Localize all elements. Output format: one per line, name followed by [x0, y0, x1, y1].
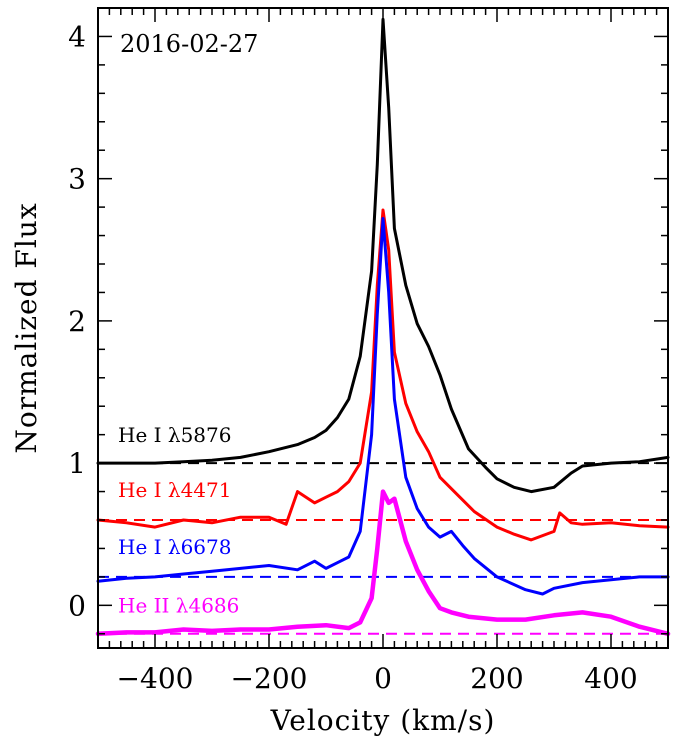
x-tick-label: −200: [231, 662, 308, 695]
y-axis-label: Normalized Flux: [10, 202, 43, 453]
x-tick-label: 400: [584, 662, 637, 695]
series-line-he-ii-4686: [95, 489, 671, 637]
x-tick-label: −400: [117, 662, 194, 695]
y-tick-label: 1: [68, 447, 86, 480]
series-labels: He I λ5876 He I λ4471 He I λ6678 He II λ468…: [118, 423, 239, 618]
x-tick-label: 0: [374, 662, 392, 695]
series-curves: [95, 17, 671, 637]
series-line-he-i-4471: [96, 208, 670, 542]
series-label-he-i-4471: He I λ4471: [118, 478, 231, 502]
plot-frame: [97, 7, 669, 649]
series-label-he-i-5876: He I λ5876: [118, 423, 231, 447]
x-axis-label: Velocity (km/s): [270, 704, 496, 737]
x-tick-label: 200: [470, 662, 523, 695]
series-label-he-i-6678: He I λ6678: [118, 535, 231, 559]
y-tick-label: 4: [68, 20, 86, 53]
y-tick-label: 3: [68, 163, 86, 196]
tick-labels: −400 −200 0 200 400 0 1 2 3 4: [68, 20, 638, 695]
series-label-he-ii-4686: He II λ4686: [118, 593, 239, 617]
series-line-he-i-5876: [96, 17, 670, 494]
chart-title: 2016-02-27: [120, 30, 258, 58]
y-tick-label: 0: [68, 589, 86, 622]
y-tick-label: 2: [68, 305, 86, 338]
series-line-he-i-6678: [96, 217, 670, 596]
